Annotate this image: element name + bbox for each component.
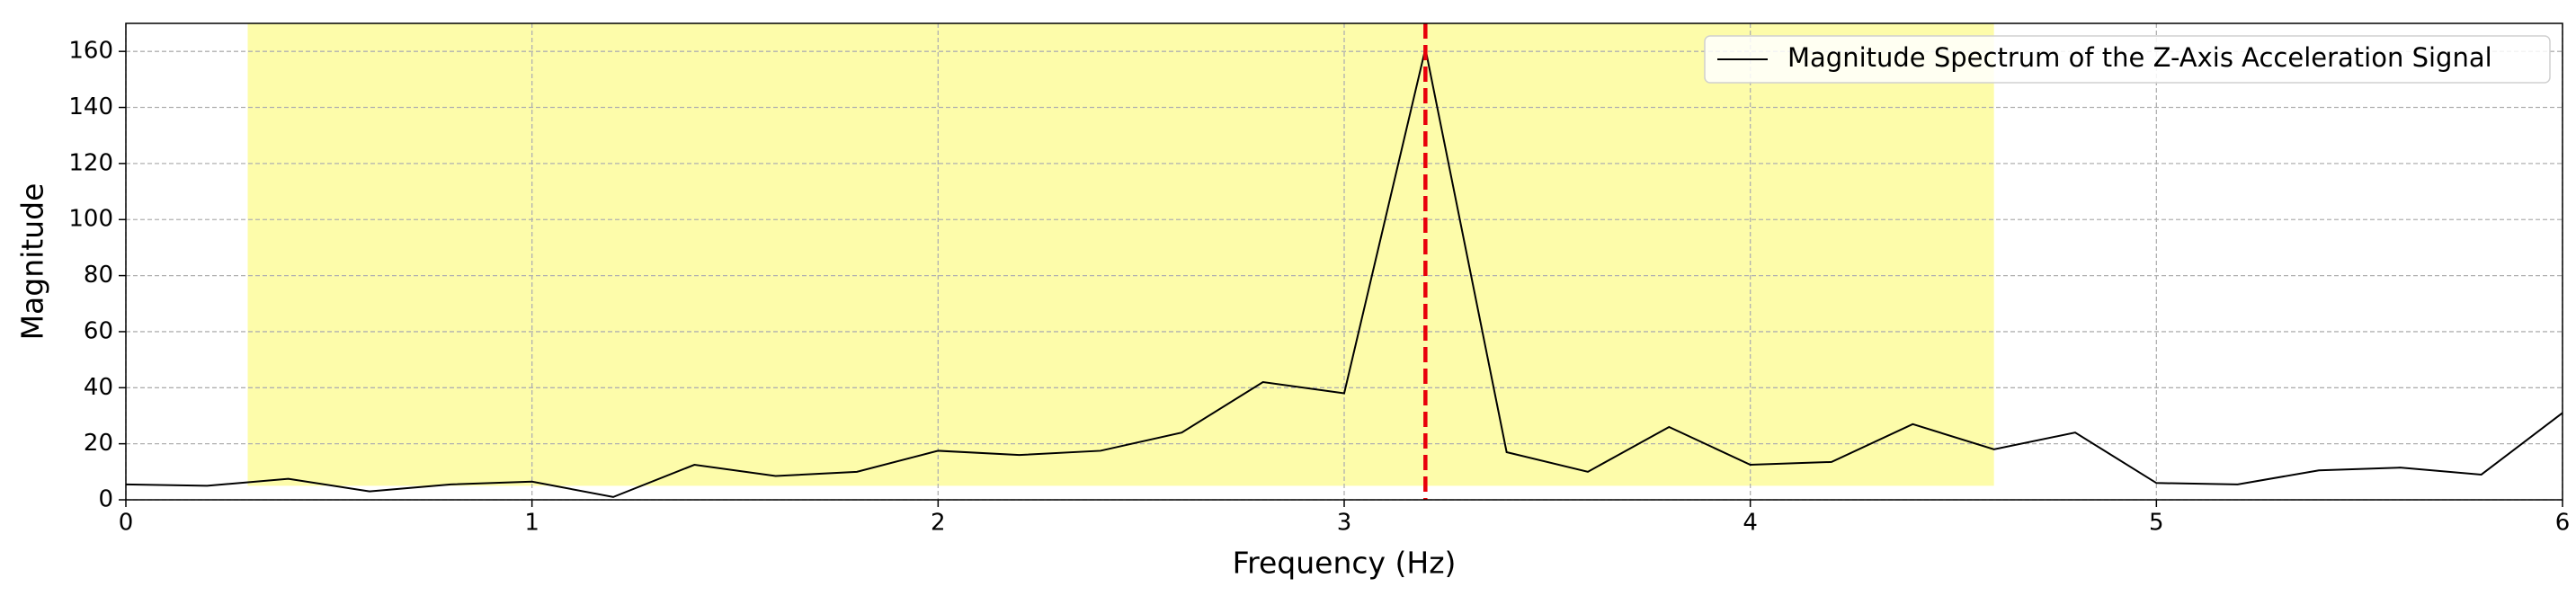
line (125, 48, 2563, 498)
y-tick-label: 0 (98, 486, 113, 513)
y-tick-label: 160 (68, 38, 113, 65)
legend-label: Magnitude Spectrum of the Z-Axis Acceler… (1787, 42, 2492, 73)
y-tick-label: 80 (84, 262, 113, 289)
x-tick-label: 6 (2555, 510, 2571, 537)
y-tick-label: 140 (68, 93, 113, 120)
shaded-region (247, 23, 1994, 486)
x-tick-label: 0 (119, 510, 134, 537)
plot-frame (125, 22, 2563, 501)
x-tick-label: 4 (1743, 510, 1758, 537)
y-tick-label: 100 (68, 206, 113, 233)
x-tick-label: 5 (2149, 510, 2164, 537)
x-axis-label: Frequency (Hz) (1233, 546, 1457, 581)
x-tick-label: 1 (524, 510, 539, 537)
y-tick-label: 40 (84, 374, 113, 401)
y-tick-label: 120 (68, 149, 113, 176)
x-tick-label: 3 (1337, 510, 1352, 537)
y-tick-label: 60 (84, 317, 113, 344)
y-tick-label: 20 (84, 430, 113, 457)
y-axis-label: Magnitude (15, 183, 50, 341)
legend-box (1704, 35, 2551, 84)
x-tick-label: 2 (931, 510, 946, 537)
